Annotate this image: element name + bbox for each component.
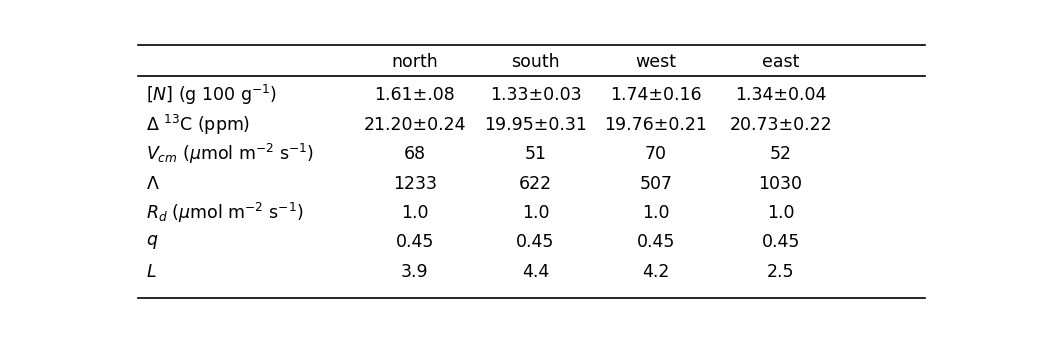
Text: 1233: 1233: [393, 174, 437, 193]
Text: 1.0: 1.0: [766, 204, 794, 222]
Text: 68: 68: [403, 145, 426, 163]
Text: 1030: 1030: [759, 174, 803, 193]
Text: 3.9: 3.9: [401, 263, 428, 281]
Text: 1.0: 1.0: [522, 204, 550, 222]
Text: 1.74±0.16: 1.74±0.16: [610, 86, 702, 104]
Text: 19.95±0.31: 19.95±0.31: [484, 116, 587, 133]
Text: $\Lambda$: $\Lambda$: [145, 174, 160, 193]
Text: 4.4: 4.4: [522, 263, 550, 281]
Text: 0.45: 0.45: [396, 234, 435, 251]
Text: 1.33±0.03: 1.33±0.03: [489, 86, 582, 104]
Text: 21.20±0.24: 21.20±0.24: [364, 116, 467, 133]
Text: south: south: [511, 53, 560, 71]
Text: east: east: [762, 53, 800, 71]
Text: 2.5: 2.5: [766, 263, 794, 281]
Text: 0.45: 0.45: [761, 234, 800, 251]
Text: 622: 622: [518, 174, 552, 193]
Text: $R_d$ ($\mu$mol m$^{-2}$ s$^{-1}$): $R_d$ ($\mu$mol m$^{-2}$ s$^{-1}$): [145, 201, 303, 225]
Text: 0.45: 0.45: [516, 234, 555, 251]
Text: 70: 70: [645, 145, 667, 163]
Text: 20.73±0.22: 20.73±0.22: [729, 116, 832, 133]
Text: $V_{cm}$ ($\mu$mol m$^{-2}$ s$^{-1}$): $V_{cm}$ ($\mu$mol m$^{-2}$ s$^{-1}$): [145, 142, 314, 166]
Text: 507: 507: [640, 174, 673, 193]
Text: 0.45: 0.45: [637, 234, 675, 251]
Text: 51: 51: [525, 145, 546, 163]
Text: $L$: $L$: [145, 263, 157, 281]
Text: 1.0: 1.0: [642, 204, 670, 222]
Text: 1.0: 1.0: [401, 204, 428, 222]
Text: $q$: $q$: [145, 234, 158, 251]
Text: [$N$] (g 100 g$^{-1}$): [$N$] (g 100 g$^{-1}$): [145, 83, 277, 107]
Text: 1.34±0.04: 1.34±0.04: [735, 86, 826, 104]
Text: 19.76±0.21: 19.76±0.21: [605, 116, 707, 133]
Text: 4.2: 4.2: [642, 263, 670, 281]
Text: 52: 52: [769, 145, 791, 163]
Text: west: west: [636, 53, 676, 71]
Text: north: north: [392, 53, 439, 71]
Text: 1.61±.08: 1.61±.08: [374, 86, 455, 104]
Text: $\Delta$ $^{13}$C (ppm): $\Delta$ $^{13}$C (ppm): [145, 113, 250, 136]
